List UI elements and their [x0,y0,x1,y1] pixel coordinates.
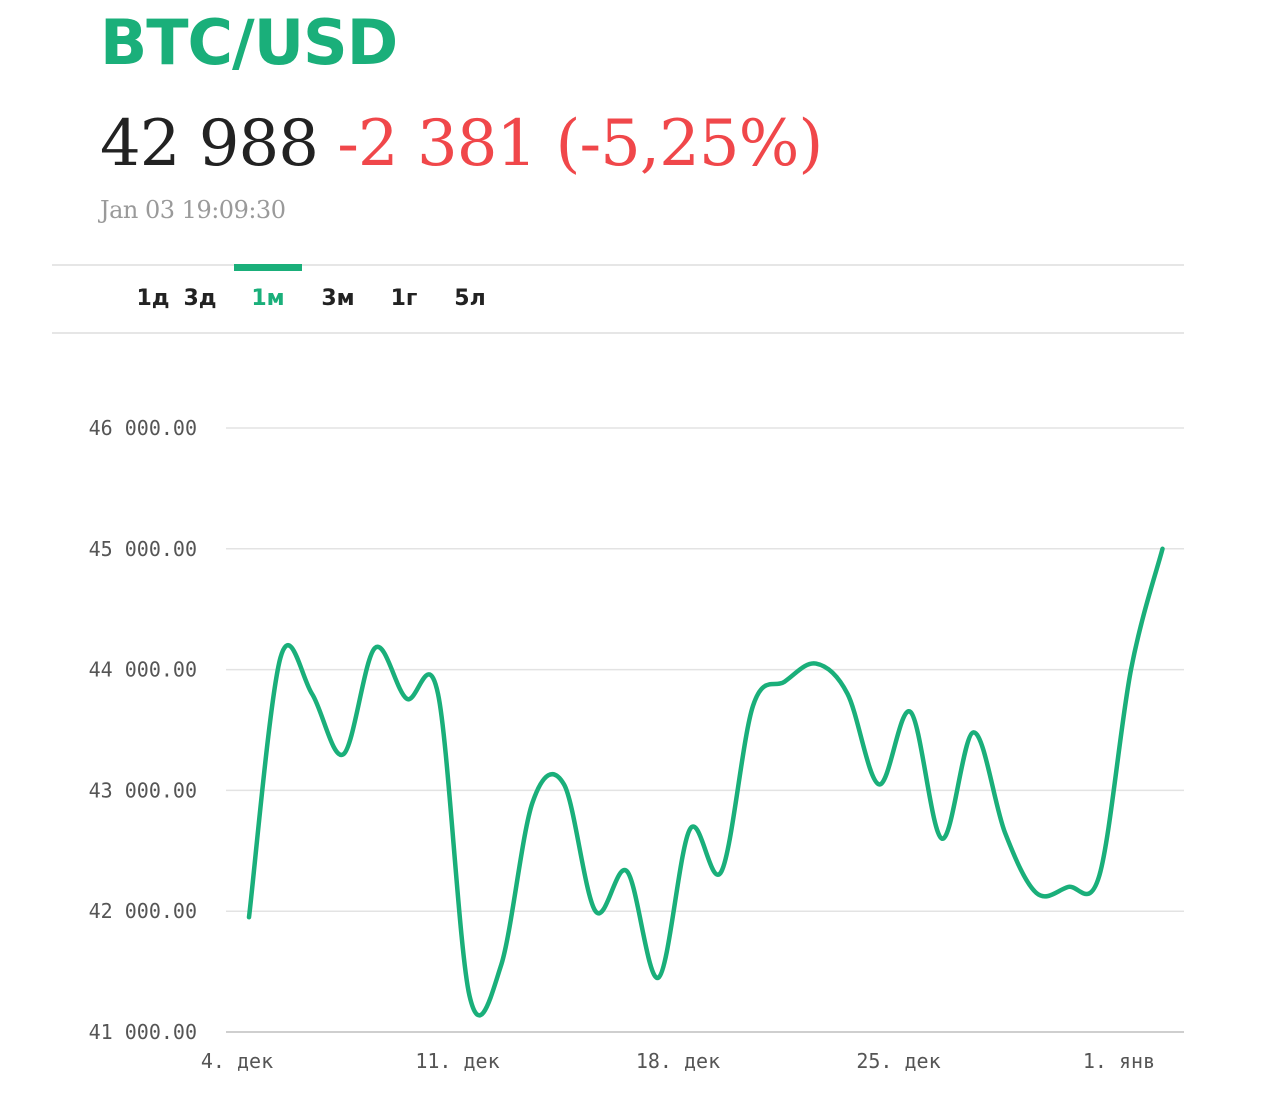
tab-5y[interactable]: 5л [454,286,486,311]
tab-1d[interactable]: 1д [136,286,170,311]
x-tick-label: 11. дек [415,1049,499,1073]
y-tick-label: 41 000.00 [89,1020,197,1044]
x-tick-label: 25. дек [856,1049,940,1073]
quote-timestamp: Jan 03 19:09:30 [100,196,286,224]
tab-3m[interactable]: 3м [321,286,355,311]
x-tick-label: 1. янв [1083,1049,1155,1073]
y-tick-label: 46 000.00 [89,416,197,440]
tab-1y[interactable]: 1г [390,286,418,311]
current-price: 42 988 [100,107,319,181]
x-tick-label: 4. дек [201,1049,273,1073]
y-tick-label: 42 000.00 [89,899,197,923]
x-tick-label: 18. дек [636,1049,720,1073]
pair-title: BTC/USD [100,6,398,79]
tab-1m[interactable]: 1м [234,264,302,332]
price-series-line [246,546,1165,1018]
tab-3d[interactable]: 3д [183,286,217,311]
y-tick-label: 43 000.00 [89,778,197,802]
price-change: -2 381 (-5,25%) [337,107,823,181]
quote-row: 42 988 -2 381 (-5,25%) [100,104,823,184]
y-tick-label: 45 000.00 [89,537,197,561]
y-tick-label: 44 000.00 [89,658,197,682]
timeframe-tabs: 1д 3д 1м 3м 1г 5л [52,264,1184,334]
price-chart: 41 000.00 42 000.00 43 000.00 44 000.00 45 0… [89,416,1184,1073]
